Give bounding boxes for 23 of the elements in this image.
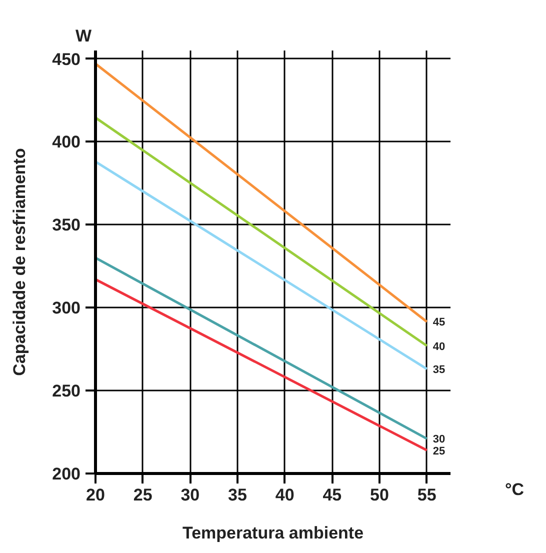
x-tick-label: 40 <box>275 486 294 504</box>
text: °C <box>505 479 524 501</box>
series-label: 40 <box>432 340 446 353</box>
text: W <box>76 26 92 46</box>
y-tick-label: 250 <box>52 382 81 401</box>
y-tick-label: 350 <box>52 216 81 235</box>
x-tick-label: 20 <box>86 486 105 504</box>
x-tick-label: 30 <box>180 486 200 504</box>
y-axis-title: Capacidade de resfriamento <box>10 148 30 376</box>
x-tick-label: 55 <box>417 486 436 504</box>
y-tick-label: 400 <box>52 132 81 152</box>
y-tick-label: 450 <box>52 50 81 69</box>
x-tick-label: 45 <box>322 486 342 504</box>
x-tick-label: 35 <box>228 486 247 504</box>
y-tick-label: 200 <box>52 464 81 484</box>
x-tick-label: 25 <box>133 486 152 504</box>
series-label: 45 <box>432 316 446 329</box>
series-label: 30 <box>432 434 446 446</box>
series-label: 25 <box>432 445 446 458</box>
x-axis-title: Temperatura ambiente <box>182 524 364 542</box>
x-tick-label: 50 <box>370 486 389 504</box>
y-tick-label: 300 <box>52 298 81 318</box>
series-label: 35 <box>432 364 446 376</box>
